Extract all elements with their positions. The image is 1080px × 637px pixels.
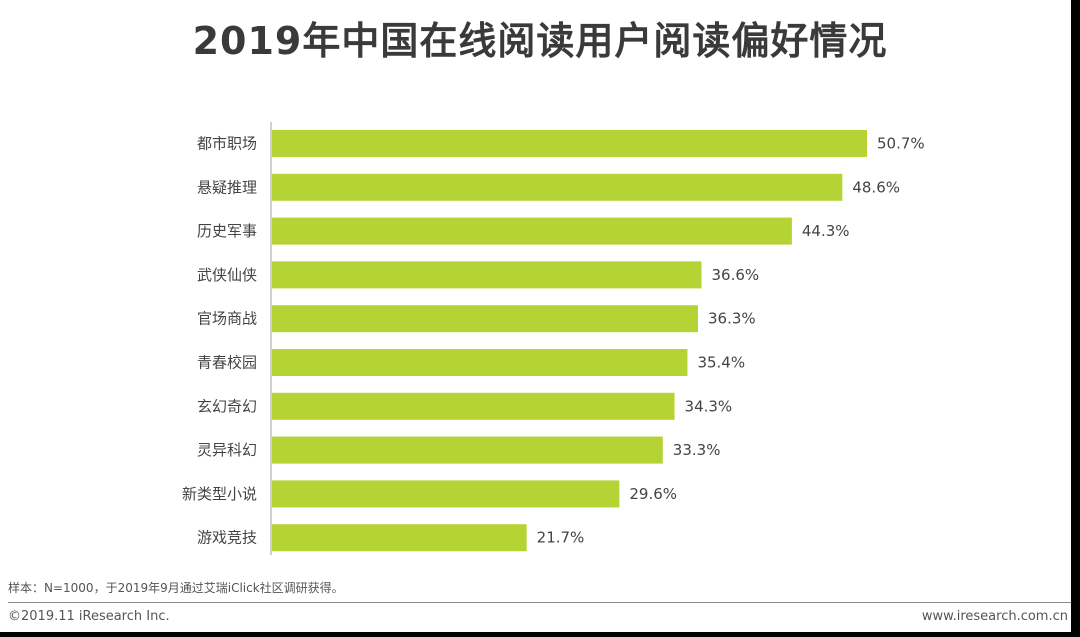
- sample-note: 样本：N=1000，于2019年9月通过艾瑞iClick社区调研获得。: [8, 581, 344, 595]
- value-label: 35.4%: [697, 354, 745, 372]
- value-label: 44.3%: [802, 222, 850, 240]
- bar-9: [272, 480, 620, 508]
- value-label: 50.7%: [877, 135, 925, 153]
- category-label: 悬疑推理: [197, 178, 257, 196]
- bar-7: [272, 392, 675, 420]
- category-label: 历史军事: [197, 222, 257, 240]
- bar-2: [272, 173, 843, 201]
- category-label: 青春校园: [197, 354, 257, 372]
- category-label: 灵异科幻: [197, 441, 257, 459]
- footer-divider: [8, 602, 1071, 603]
- category-label: 武侠仙侠: [197, 266, 257, 284]
- value-label: 33.3%: [673, 441, 721, 459]
- category-label: 新类型小说: [182, 485, 257, 503]
- bar-8: [272, 436, 663, 464]
- category-label: 游戏竞技: [197, 529, 257, 547]
- value-label: 48.6%: [852, 178, 900, 196]
- bar-3: [272, 217, 792, 245]
- bar-10: [272, 524, 527, 552]
- category-label: 都市职场: [197, 135, 257, 153]
- value-label: 36.6%: [712, 266, 760, 284]
- value-label: 36.3%: [708, 310, 756, 328]
- bars-group: 都市职场 50.7% 悬疑推理 48.6% 历史军事 44.3% 武侠仙侠 36.6% 官场商战…: [182, 130, 925, 552]
- website-text: www.iresearch.com.cn: [921, 609, 1068, 624]
- category-label: 官场商战: [197, 310, 257, 328]
- value-label: 29.6%: [629, 485, 677, 503]
- chart-title: 2019年中国在线阅读用户阅读偏好情况: [192, 19, 888, 63]
- bar-1: [272, 130, 867, 157]
- value-label: 21.7%: [537, 529, 585, 547]
- copyright-text: ©2019.11 iResearch Inc.: [8, 609, 170, 624]
- bar-4: [272, 261, 702, 289]
- bar-6: [272, 349, 688, 376]
- value-label: 34.3%: [685, 397, 733, 415]
- bar-5: [272, 305, 699, 333]
- category-label: 玄幻奇幻: [197, 397, 257, 415]
